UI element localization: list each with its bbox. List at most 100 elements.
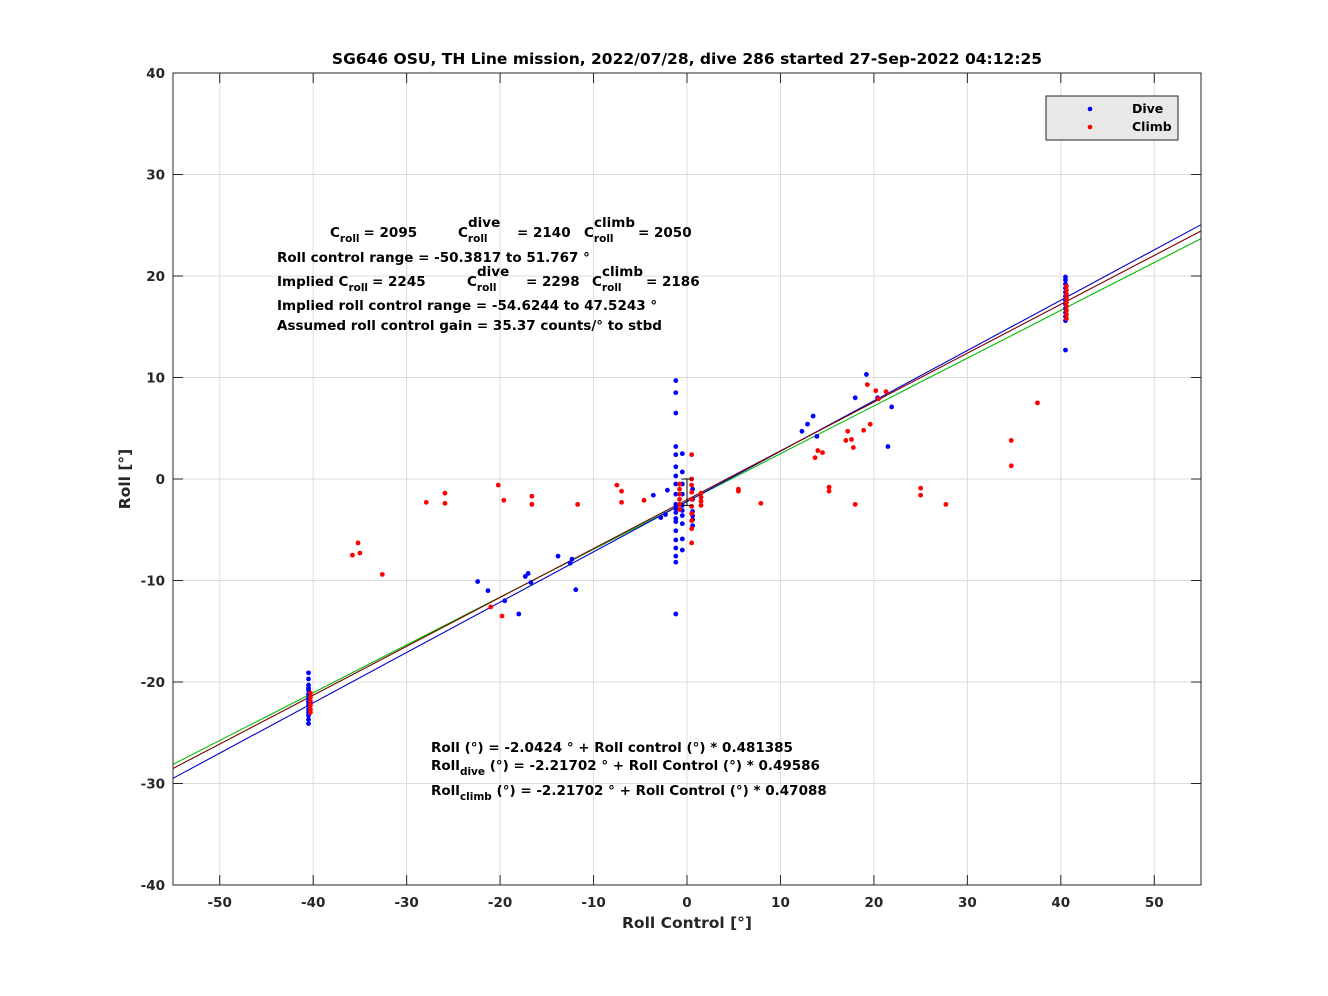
climb-point <box>698 490 704 496</box>
dive-point <box>1063 347 1068 353</box>
climb-point <box>641 497 647 503</box>
climb-point <box>1035 400 1040 406</box>
dive-point <box>673 537 679 543</box>
climb-point <box>619 499 624 505</box>
y-tick-label: -20 <box>141 675 165 691</box>
climb-point <box>689 540 695 546</box>
implied-climb-value: = 2186 <box>646 274 700 290</box>
dive-point <box>673 390 679 396</box>
x-axis-label: Roll Control [°] <box>622 914 752 932</box>
climb-point <box>677 491 682 497</box>
climb-point <box>861 427 867 433</box>
climb-point <box>883 389 889 395</box>
climb-point <box>918 492 924 498</box>
dive-point <box>799 428 805 434</box>
climb-point <box>826 484 832 490</box>
dive-point <box>663 512 668 517</box>
dive-point <box>810 413 816 419</box>
dive-point <box>679 547 685 553</box>
climb-point <box>307 702 313 708</box>
climb-point <box>758 500 764 506</box>
x-tick-label: 20 <box>865 895 884 911</box>
dive-point <box>673 559 679 565</box>
climb-point <box>815 448 821 453</box>
climb-point <box>689 482 695 488</box>
dive-point <box>522 574 528 579</box>
x-tick-label: 30 <box>958 895 977 911</box>
climb-point <box>820 450 825 456</box>
dive-point <box>673 528 679 534</box>
climb-point <box>689 496 695 502</box>
dive-point <box>555 553 561 559</box>
climb-point <box>677 501 682 507</box>
dive-point <box>306 721 311 727</box>
implied-c-roll-climb: Croll <box>592 274 622 294</box>
climb-point <box>698 498 704 504</box>
dive-point <box>673 444 679 449</box>
dive-point <box>525 570 531 576</box>
legend-dive-label: Dive <box>1132 101 1163 116</box>
dive-point <box>673 452 679 458</box>
dive-point <box>485 588 491 594</box>
calibration-annotations: Croll = 2095 Croll dive = 2140 Croll clim… <box>277 215 700 334</box>
c-roll-annotation: Croll = 2095 <box>330 225 417 245</box>
equation-all: Roll (°) = -2.0424 ° + Roll control (°) … <box>431 740 793 756</box>
dive-point <box>650 492 656 498</box>
climb-point <box>1064 316 1069 322</box>
climb-point <box>501 497 507 503</box>
dive-point <box>889 404 895 410</box>
roll-control-range: Roll control range = -50.3817 to 51.767 … <box>277 250 590 266</box>
climb-point <box>698 502 704 508</box>
dive-point <box>805 421 810 427</box>
climb-point <box>614 482 620 488</box>
climb-point <box>826 488 832 494</box>
chart-title: SG646 OSU, TH Line mission, 2022/07/28, … <box>332 50 1042 68</box>
x-tick-label: 10 <box>771 895 790 911</box>
climb-point <box>1008 463 1014 469</box>
implied-c-roll: Implied Croll = 2245 <box>277 274 426 294</box>
legend-climb-marker <box>1087 124 1093 130</box>
dive-point <box>528 580 534 585</box>
climb-point <box>852 501 858 507</box>
climb-point <box>689 452 695 458</box>
climb-point <box>689 518 695 524</box>
dive-point <box>673 410 679 416</box>
dive-point <box>864 372 869 377</box>
climb-point <box>873 388 879 394</box>
dive-point <box>673 611 679 617</box>
x-tick-label: -50 <box>208 895 232 911</box>
climb-point <box>1008 438 1014 443</box>
climb-point <box>307 694 313 700</box>
dive-point <box>569 556 575 562</box>
climb-point <box>423 499 429 505</box>
climb-point <box>918 485 924 491</box>
dive-point <box>673 491 679 497</box>
dive-point <box>673 481 679 487</box>
climb-point <box>619 488 624 494</box>
climb-point <box>843 438 849 443</box>
dive-point <box>673 553 679 559</box>
mean-errorbar <box>681 478 693 506</box>
climb-point <box>677 496 682 502</box>
dive-point <box>306 676 311 682</box>
climb-point <box>1064 291 1069 297</box>
c-roll-climb-annotation: Croll <box>584 225 614 245</box>
climb-point <box>488 604 494 610</box>
dive-point <box>673 545 679 551</box>
dive-point <box>673 506 679 511</box>
c-roll-dive-annotation: Croll <box>458 225 488 245</box>
c-roll-climb-value: = 2050 <box>638 225 692 241</box>
dive-point <box>852 395 858 401</box>
climb-point <box>864 382 870 388</box>
x-tick-label: 40 <box>1051 895 1070 911</box>
dive-point <box>516 611 522 617</box>
climb-point <box>575 501 581 507</box>
implied-climb-sup: climb <box>602 264 643 280</box>
y-tick-label: -40 <box>141 878 165 894</box>
climb-point <box>867 421 873 427</box>
c-roll-dive-sup: dive <box>468 215 500 231</box>
climb-point <box>379 572 385 577</box>
climb-point <box>355 540 361 546</box>
fit-equations: Roll (°) = -2.0424 ° + Roll control (°) … <box>431 740 827 803</box>
dive-point <box>679 451 685 457</box>
